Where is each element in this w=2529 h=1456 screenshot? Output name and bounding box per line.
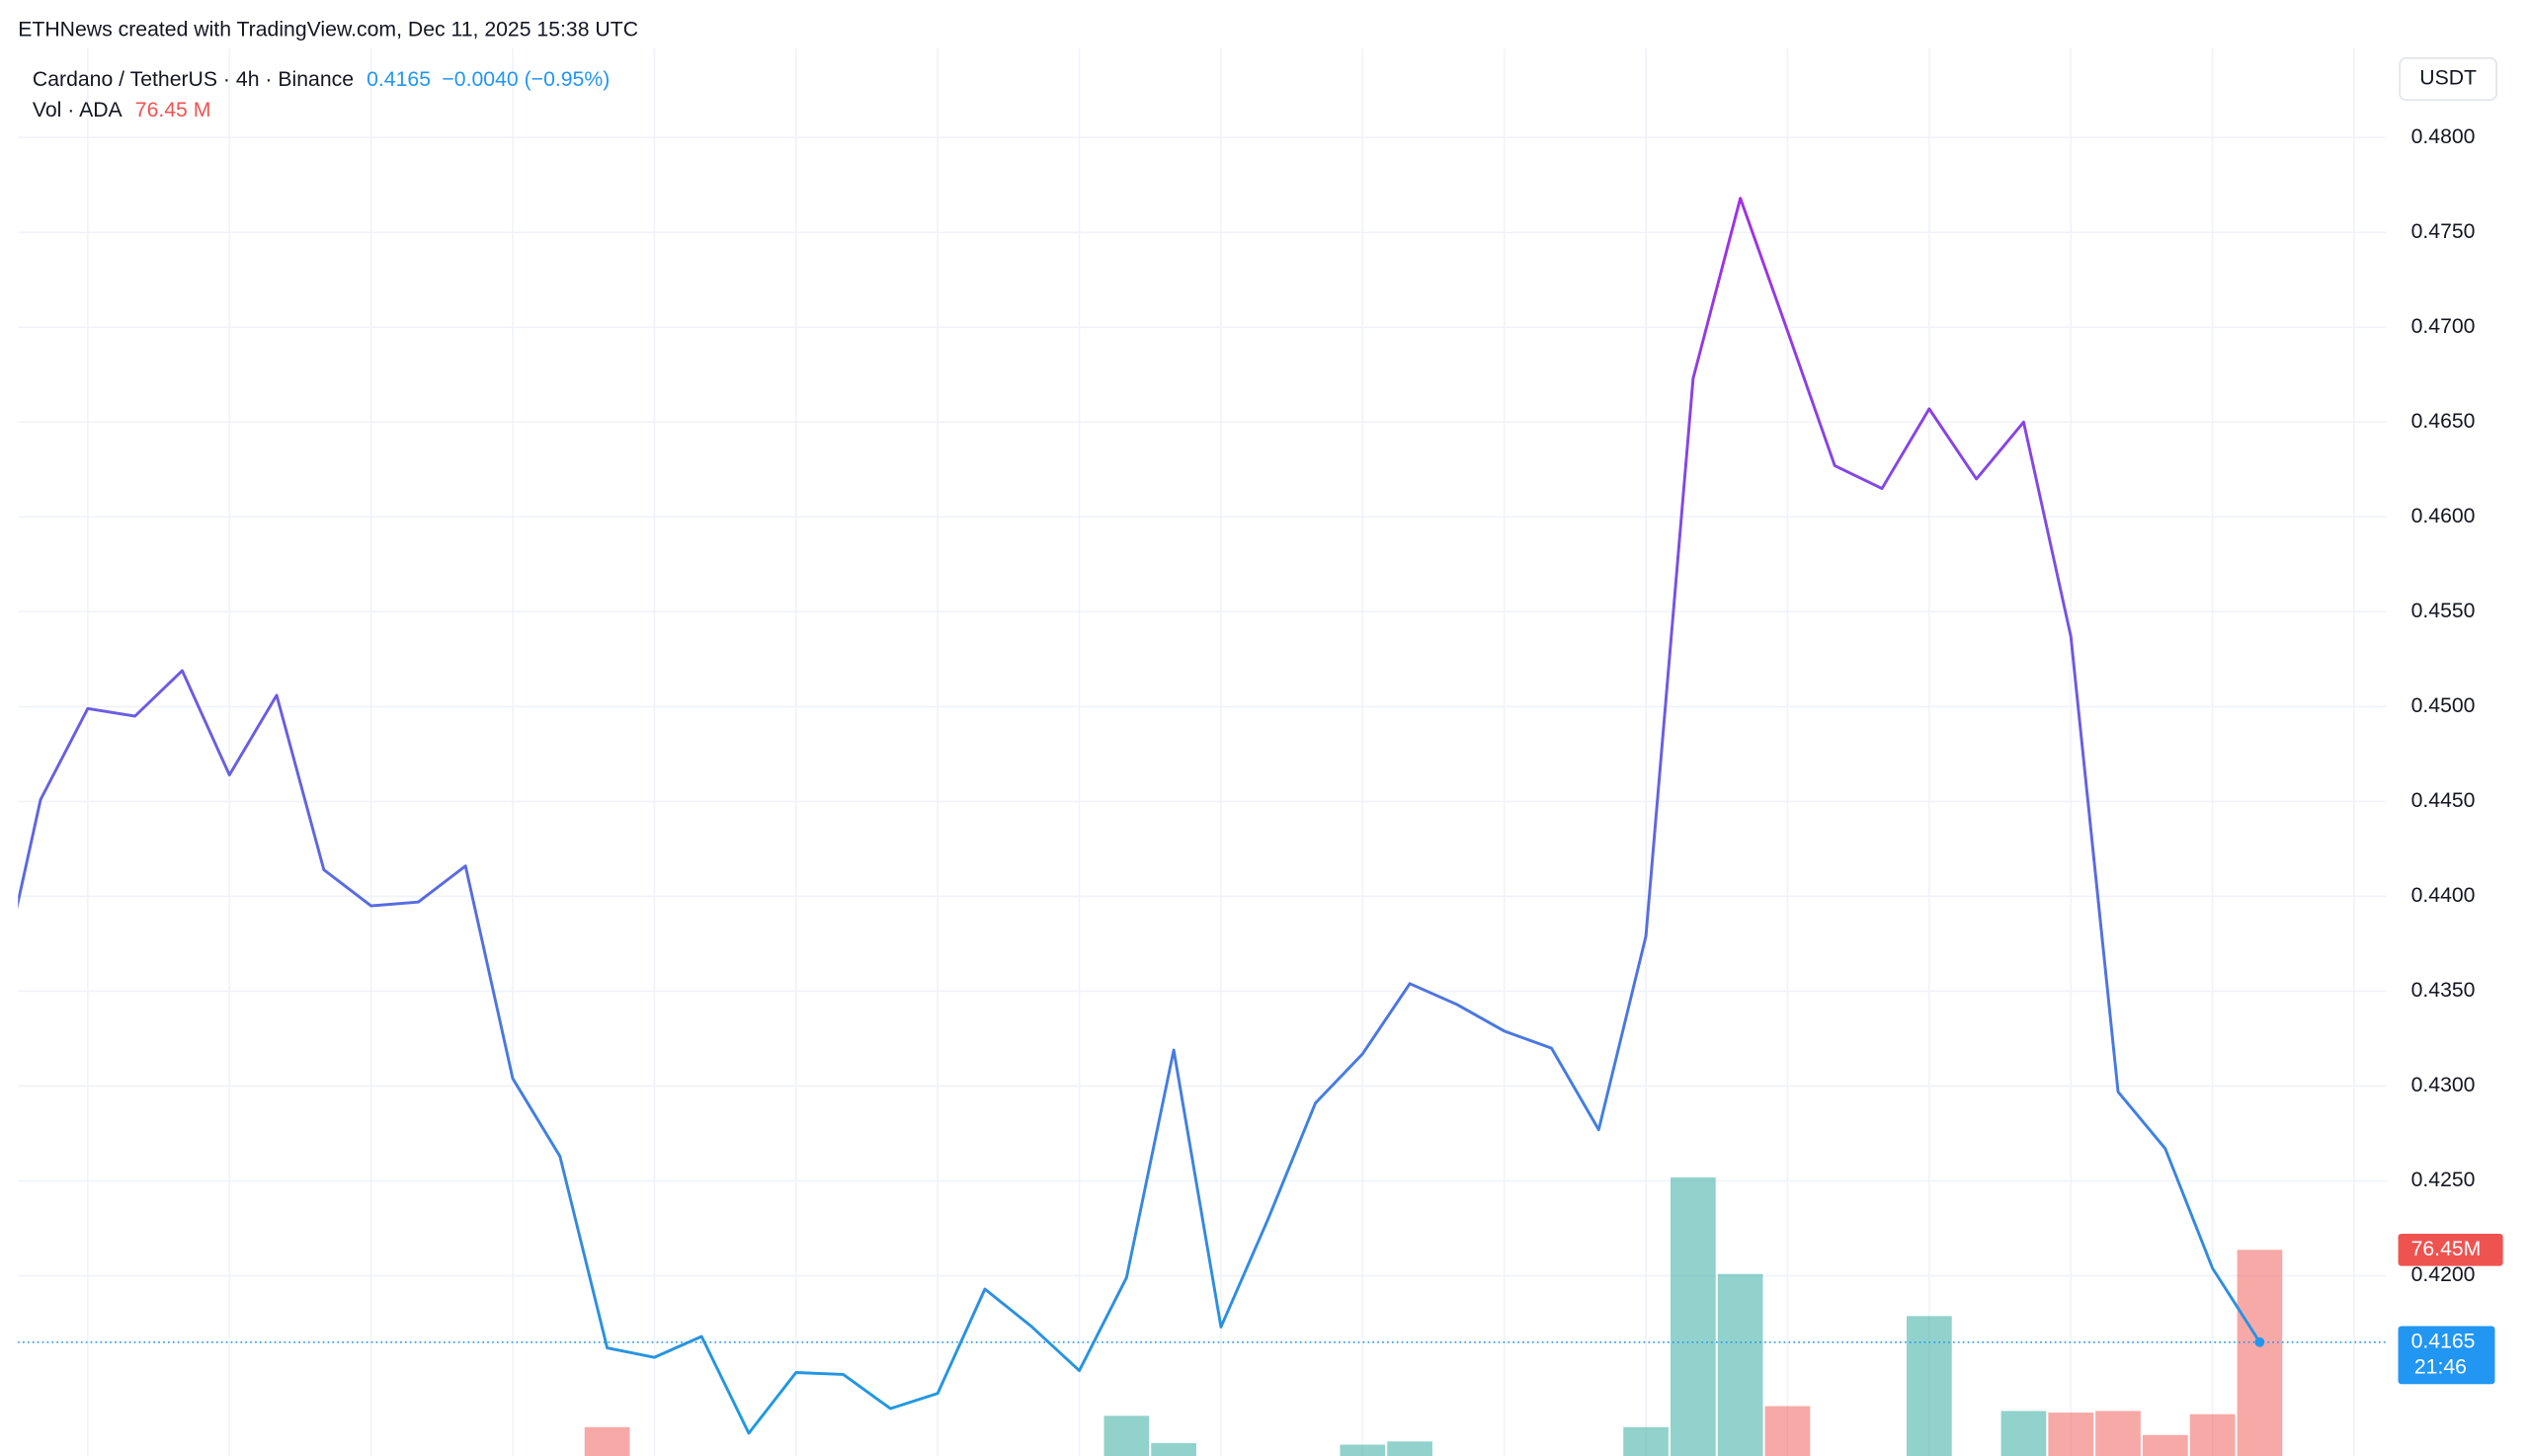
volume-bar <box>1340 1444 1386 1456</box>
price-line-series <box>18 197 2261 1435</box>
price-badge: 0.4165 <box>2411 1330 2476 1352</box>
plot <box>18 47 2388 1456</box>
y-tick-label: 0.4350 <box>2411 979 2476 1002</box>
volume-bar <box>1623 1426 1669 1456</box>
y-tick-label: 0.4800 <box>2411 125 2476 148</box>
volume-badge-box <box>2398 1233 2503 1266</box>
volume-badge: 76.45M <box>2411 1238 2482 1260</box>
volume-bar <box>1387 1441 1432 1456</box>
y-tick-label: 0.4600 <box>2411 505 2476 527</box>
y-tick-label: 0.4400 <box>2411 884 2476 907</box>
price-badge-box <box>2398 1326 2495 1385</box>
volume-value: 76.45 M <box>135 99 211 121</box>
price-change: −0.0040 (−0.95%) <box>442 68 610 91</box>
volume-bar <box>1906 1316 1952 1456</box>
volume-bar <box>1671 1176 1716 1456</box>
volume-bar <box>2189 1414 2236 1456</box>
volume-bar <box>1103 1416 1150 1456</box>
last-price: 0.4165 <box>367 68 431 91</box>
volume-legend: Vol · ADA <box>33 99 123 121</box>
y-tick-label: 0.4750 <box>2411 220 2476 243</box>
y-tick-label: 0.4700 <box>2411 315 2476 338</box>
volume-bar <box>2142 1434 2188 1456</box>
y-tick-label: 0.4650 <box>2411 410 2476 433</box>
y-tick-label: 0.4450 <box>2411 789 2476 812</box>
volume-bar <box>2000 1411 2047 1456</box>
last-point <box>2254 1336 2265 1347</box>
volume-bar <box>2095 1411 2141 1456</box>
y-tick-label: 0.4500 <box>2411 694 2476 717</box>
y-tick-label: 0.4250 <box>2411 1169 2476 1191</box>
volume-bar <box>2048 1413 2094 1456</box>
symbol: Cardano / TetherUS · 4h · Binance <box>33 68 354 91</box>
currency-box <box>2399 56 2497 102</box>
countdown: 21:46 <box>2414 1355 2467 1378</box>
y-tick-label: 0.4300 <box>2411 1074 2476 1096</box>
currency: USDT <box>2419 67 2477 90</box>
volume-bar <box>584 1426 630 1456</box>
volume-bar <box>1764 1406 1811 1456</box>
y-tick-label: 0.4200 <box>2411 1263 2476 1286</box>
price-axis: 0.4200 0.4250 0.4300 0.4350 0.4400 0.4450 0.45… <box>2398 125 2503 1385</box>
volume-bar <box>1717 1273 1763 1456</box>
volume-bar <box>2237 1250 2283 1456</box>
header: ETHNews created with TradingView.com, De… <box>18 19 638 41</box>
y-tick-label: 0.4550 <box>2411 600 2476 622</box>
volume-bar <box>1151 1442 1196 1456</box>
